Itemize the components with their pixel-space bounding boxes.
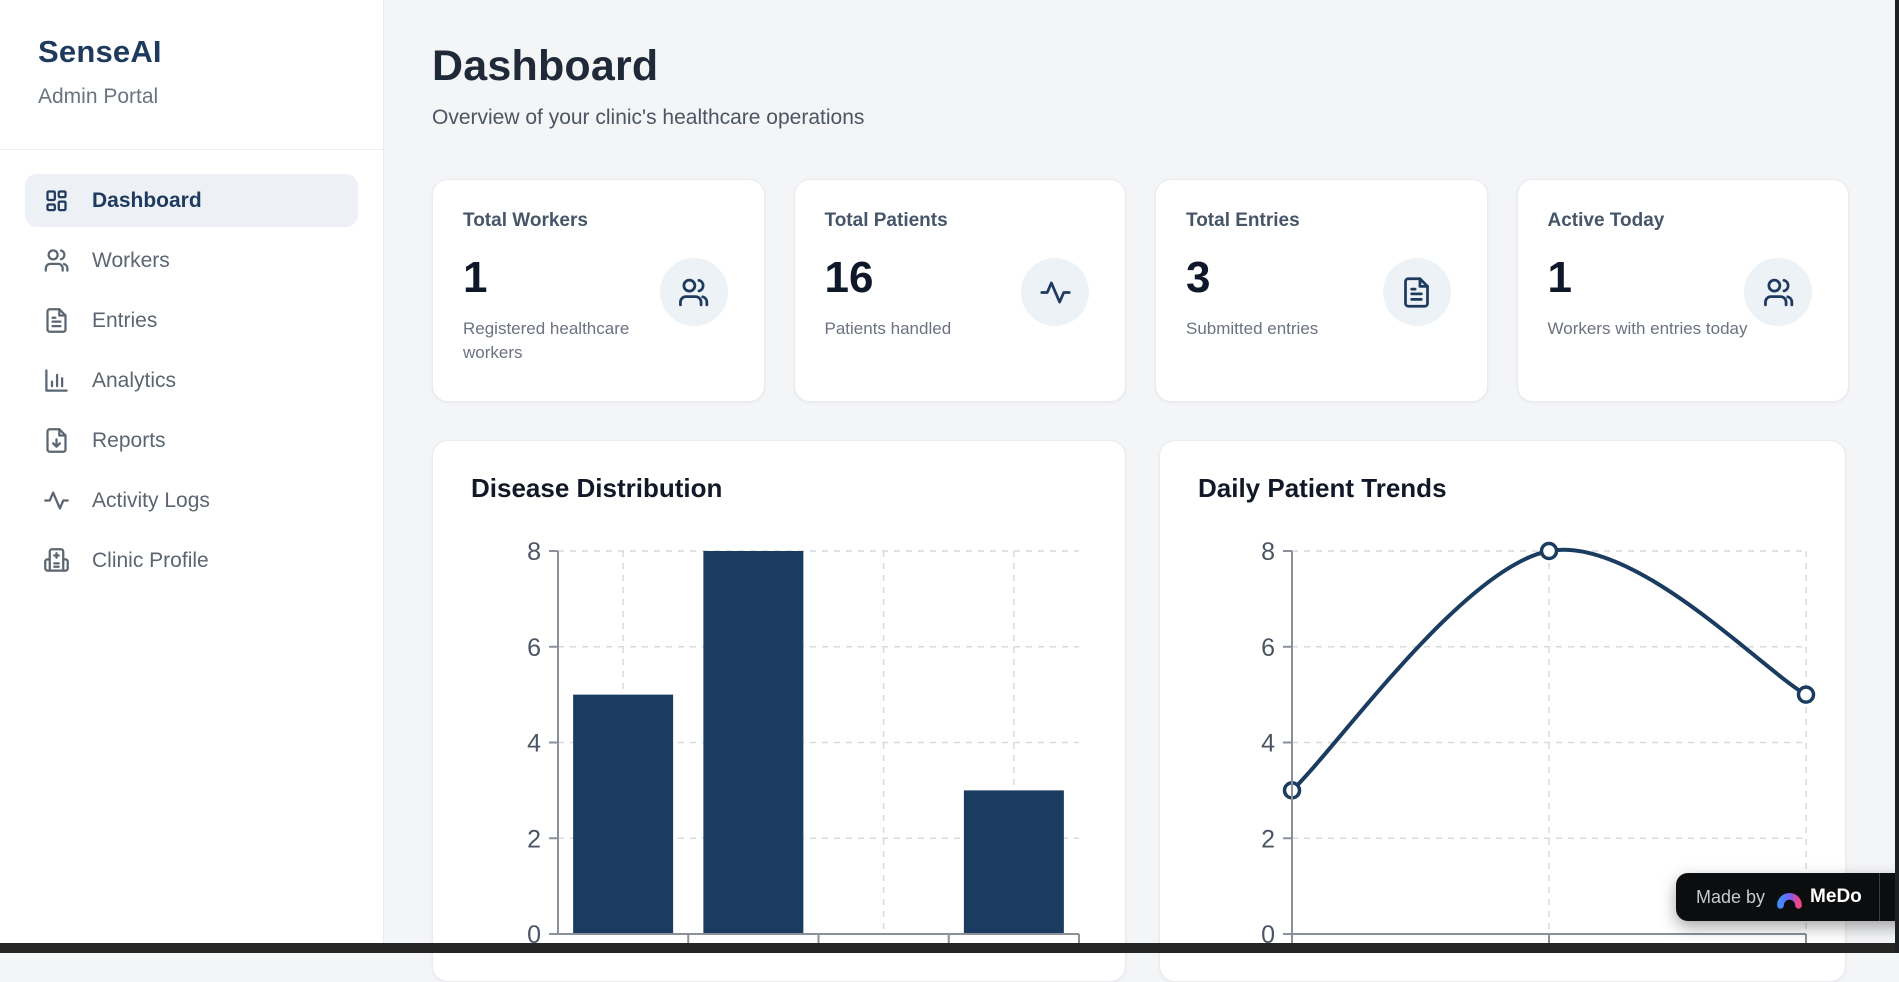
brand-subtitle: Admin Portal	[38, 85, 159, 108]
brand-title: SenseAI	[38, 34, 162, 69]
dashboard-grid-icon	[43, 187, 70, 214]
sidebar-item-clinic-profile[interactable]: Clinic Profile	[25, 534, 358, 587]
sidebar-item-analytics[interactable]: Analytics	[25, 354, 358, 407]
svg-text:8: 8	[1261, 538, 1275, 566]
stat-card-active-today: Active Today 1 Workers with entries today	[1516, 179, 1849, 402]
brand-block: SenseAI Admin Portal	[0, 0, 383, 150]
charts-row: Disease Distribution 0 2 4 6 8 Daily Patient…	[432, 440, 1849, 982]
sidebar-item-label: Clinic Profile	[92, 548, 209, 572]
sidebar-item-label: Workers	[92, 248, 170, 272]
sidebar-item-label: Entries	[92, 308, 158, 332]
users-icon	[659, 258, 728, 326]
users-icon	[1744, 258, 1812, 326]
stat-label: Active Today	[1547, 210, 1665, 231]
stat-card-total-workers: Total Workers 1 Registered healthcare work…	[432, 179, 765, 402]
sidebar-item-label: Activity Logs	[92, 488, 210, 512]
svg-text:4: 4	[1261, 730, 1275, 758]
sidebar-nav: Dashboard Workers Entries Analytics Reports A…	[0, 150, 383, 587]
stat-label: Total Workers	[463, 210, 588, 231]
sidebar-item-reports[interactable]: Reports	[25, 414, 358, 467]
stat-description: Patients handled	[824, 319, 952, 338]
stat-label: Total Entries	[1186, 210, 1300, 231]
daily-patient-trends-chart: 0 2 4 6 8	[1261, 538, 1816, 949]
svg-text:2: 2	[527, 825, 541, 853]
svg-text:2: 2	[1261, 825, 1275, 853]
bar-0	[573, 694, 674, 934]
badge-divider	[1878, 873, 1880, 921]
stats-row: Total Workers 1 Registered healthcare work…	[432, 179, 1849, 402]
made-by-label: Made by	[1696, 886, 1766, 907]
hospital-icon	[43, 547, 70, 574]
svg-text:6: 6	[1261, 634, 1275, 662]
sidebar-item-label: Analytics	[92, 368, 177, 392]
stat-value: 16	[824, 253, 874, 302]
file-text-icon	[1382, 258, 1451, 326]
stat-description: Workers with entries today	[1547, 319, 1748, 338]
stat-description: Submitted entries	[1186, 319, 1319, 338]
users-icon	[43, 247, 70, 274]
svg-text:6: 6	[527, 634, 541, 662]
svg-text:0: 0	[1261, 921, 1275, 949]
trend-line	[1290, 547, 1808, 793]
svg-text:0: 0	[527, 921, 541, 949]
svg-text:8: 8	[527, 538, 541, 566]
stat-value: 1	[463, 253, 488, 302]
sidebar-item-label: Reports	[92, 428, 166, 452]
sidebar: SenseAI Admin Portal Dashboard Workers Ent…	[0, 0, 384, 953]
made-by-badge[interactable]: Made by MeDo	[1676, 873, 1899, 921]
right-edge-bar	[1895, 0, 1899, 953]
medo-logo-icon	[1776, 886, 1803, 909]
activity-icon	[1021, 258, 1089, 326]
sidebar-item-entries[interactable]: Entries	[25, 294, 358, 347]
file-download-icon	[43, 427, 70, 454]
sidebar-item-dashboard[interactable]: Dashboard	[25, 174, 358, 227]
sidebar-item-label: Dashboard	[92, 188, 202, 212]
bar-chart-icon	[43, 367, 70, 394]
stat-value: 1	[1547, 253, 1572, 302]
bar-1	[703, 551, 804, 934]
page-subtitle: Overview of your clinic's healthcare ope…	[432, 106, 865, 129]
bar-3	[963, 790, 1064, 934]
disease-distribution-chart: 0 2 4 6 8	[527, 538, 1080, 949]
stat-card-total-patients: Total Patients 16 Patients handled	[793, 179, 1126, 402]
stat-value: 3	[1186, 253, 1211, 302]
stat-label: Total Patients	[824, 210, 948, 231]
stat-description: Registered healthcare workers	[463, 319, 630, 362]
chart-title: Disease Distribution	[471, 473, 723, 503]
sidebar-item-workers[interactable]: Workers	[25, 234, 358, 287]
medo-brand-label: MeDo	[1810, 886, 1862, 907]
stat-card-total-entries: Total Entries 3 Submitted entries	[1155, 179, 1488, 402]
disease-distribution-card: Disease Distribution 0 2 4 6 8	[432, 440, 1126, 982]
sidebar-item-activity-logs[interactable]: Activity Logs	[25, 474, 358, 527]
page-title: Dashboard	[432, 42, 659, 90]
main-content: Dashboard Overview of your clinic's heal…	[432, 0, 1849, 982]
bottom-edge-bar	[0, 943, 1899, 953]
file-text-icon	[43, 307, 70, 334]
daily-patient-trends-card: Daily Patient Trends 0 2 4 6 8	[1159, 440, 1846, 982]
activity-icon	[43, 487, 70, 514]
data-point-1	[1539, 541, 1559, 561]
svg-text:4: 4	[527, 730, 541, 758]
chart-title: Daily Patient Trends	[1198, 473, 1447, 503]
data-point-2	[1796, 685, 1816, 704]
